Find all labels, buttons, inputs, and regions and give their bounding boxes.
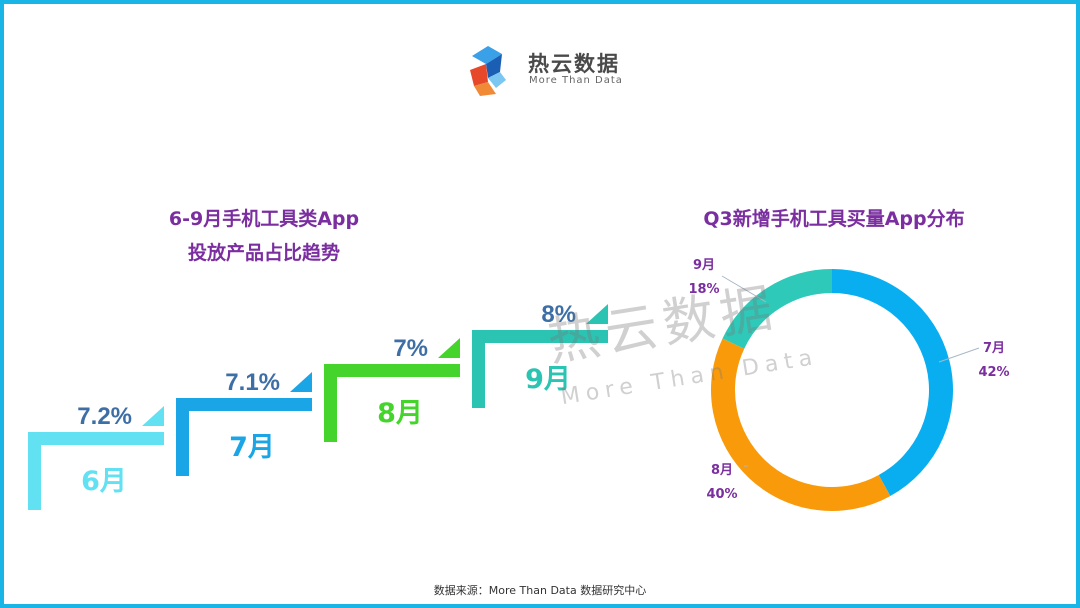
step-value-label: 7.1% bbox=[225, 369, 280, 396]
trend-chart-title: 6-9月手机工具类App 投放产品占比趋势 bbox=[134, 202, 394, 270]
step-4: 8% 9月 bbox=[472, 301, 608, 408]
step-bracket bbox=[324, 364, 460, 442]
donut-chart: 7月 42% 8月 40% 9月 18% bbox=[688, 258, 1010, 511]
donut-slice-2 bbox=[711, 338, 891, 511]
step-2: 7.1% 7月 bbox=[176, 369, 312, 476]
logo-cube-icon bbox=[470, 46, 506, 96]
step-1: 7.2% 6月 bbox=[28, 403, 164, 510]
step-bracket bbox=[472, 330, 608, 408]
step-bracket bbox=[28, 432, 164, 510]
step-corner-triangle bbox=[142, 406, 164, 426]
trend-title-line-2: 投放产品占比趋势 bbox=[187, 242, 340, 264]
step-corner-triangle bbox=[586, 304, 608, 324]
staircase-trend-chart: 7.2% 6月 7.1% 7月 7% 8月 8% 9月 bbox=[28, 301, 608, 510]
step-month-label: 8月 bbox=[377, 398, 423, 429]
step-bracket bbox=[176, 398, 312, 476]
step-month-label: 9月 bbox=[525, 364, 571, 395]
slice-leader-line bbox=[721, 275, 767, 303]
slice-percent-label: 42% bbox=[978, 365, 1009, 380]
step-corner-triangle bbox=[290, 372, 312, 392]
step-month-label: 7月 bbox=[229, 432, 275, 463]
step-corner-triangle bbox=[438, 338, 460, 358]
slice-leader-line bbox=[938, 347, 980, 363]
step-value-label: 7% bbox=[393, 335, 428, 362]
step-value-label: 8% bbox=[541, 301, 576, 328]
source-note: 数据来源：More Than Data 数据研究中心 bbox=[433, 584, 647, 597]
trend-title-line-1: 6-9月手机工具类App bbox=[168, 208, 360, 230]
step-value-label: 7.2% bbox=[77, 403, 132, 430]
slice-percent-label: 18% bbox=[688, 282, 719, 297]
brand-tagline: More Than Data bbox=[529, 75, 623, 86]
step-month-label: 6月 bbox=[81, 466, 127, 497]
brand-logo: 热云数据 More Than Data bbox=[466, 42, 666, 98]
donut-slice-3 bbox=[722, 269, 833, 349]
donut-slice-1 bbox=[831, 269, 953, 497]
donut-chart-title: Q3新增手机工具买量App分布 bbox=[703, 208, 965, 230]
slice-month-label: 8月 bbox=[711, 463, 733, 478]
step-3: 7% 8月 bbox=[324, 335, 460, 442]
brand-name: 热云数据 bbox=[528, 52, 620, 76]
slice-month-label: 9月 bbox=[693, 258, 715, 273]
slice-month-label: 7月 bbox=[983, 341, 1005, 356]
slice-percent-label: 40% bbox=[706, 487, 737, 502]
